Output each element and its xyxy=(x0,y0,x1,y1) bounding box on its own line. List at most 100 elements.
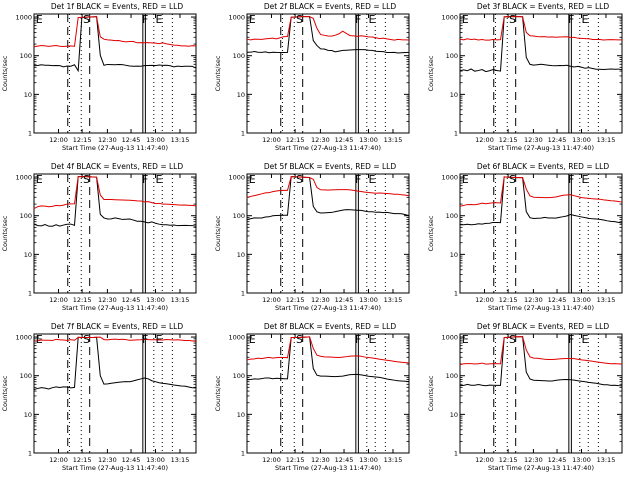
y-tick-label: 1000 xyxy=(15,334,32,342)
marker-f: F xyxy=(142,333,148,346)
marker-s: S xyxy=(83,333,90,346)
y-tick-label: 10 xyxy=(237,91,245,99)
series-line-events xyxy=(246,336,410,383)
marker-e: E xyxy=(369,13,376,26)
marker-e: E xyxy=(369,173,376,186)
marker-f: F xyxy=(355,333,361,346)
y-tick-label: 1 xyxy=(28,450,32,458)
y-tick-label: 1000 xyxy=(15,174,32,182)
y-tick-label: 1 xyxy=(454,130,458,138)
x-tick-label: 13:15 xyxy=(597,456,616,464)
marker-s: S xyxy=(509,13,516,26)
y-axis-label: Counts/sec xyxy=(1,215,9,251)
detector-plot-6: Det 6f BLACK = Events, RED = LLD Counts/s… xyxy=(427,162,623,312)
y-tick-label: 1 xyxy=(28,130,32,138)
series-line-events xyxy=(33,176,197,227)
x-tick-label: 13:15 xyxy=(384,136,403,144)
y-tick-label: 1000 xyxy=(441,174,458,182)
x-tick-label: 12:30 xyxy=(524,136,543,144)
marker-e: E xyxy=(156,333,163,346)
x-tick-label: 12:00 xyxy=(262,136,281,144)
marker-e: E xyxy=(582,173,589,186)
x-tick-label: 13:00 xyxy=(359,456,378,464)
x-tick-label: 12:30 xyxy=(311,456,330,464)
plot-title: Det 2f BLACK = Events, RED = LLD xyxy=(264,2,397,11)
x-tick-label: 12:30 xyxy=(311,296,330,304)
marker-s: S xyxy=(296,13,303,26)
y-tick-label: 1000 xyxy=(441,14,458,22)
x-tick-label: 13:15 xyxy=(171,296,190,304)
marker-e: E xyxy=(249,13,256,26)
y-tick-label: 1 xyxy=(454,290,458,298)
plot-title: Det 8f BLACK = Events, RED = LLD xyxy=(264,322,397,331)
plot-title: Det 1f BLACK = Events, RED = LLD xyxy=(51,2,184,11)
y-axis-label: Counts/sec xyxy=(214,55,222,91)
y-tick-label: 10 xyxy=(450,91,458,99)
series-line-lld xyxy=(246,16,410,41)
marker-s: S xyxy=(509,333,516,346)
y-tick-label: 1000 xyxy=(15,14,32,22)
x-tick-label: 12:15 xyxy=(499,296,518,304)
x-tick-label: 12:15 xyxy=(73,456,92,464)
x-tick-label: 12:00 xyxy=(49,136,68,144)
x-tick-label: 13:00 xyxy=(572,136,591,144)
y-tick-label: 1000 xyxy=(228,174,245,182)
y-tick-label: 1 xyxy=(241,290,245,298)
series-line-events xyxy=(459,16,623,73)
detector-plot-9: Det 9f BLACK = Events, RED = LLD Counts/s… xyxy=(427,322,623,472)
marker-s: S xyxy=(83,13,90,26)
marker-e: E xyxy=(462,333,469,346)
plot-frame xyxy=(33,173,197,294)
marker-s: S xyxy=(296,333,303,346)
x-tick-label: 12:30 xyxy=(524,456,543,464)
plot-frame xyxy=(246,13,410,134)
x-tick-label: 12:45 xyxy=(122,296,141,304)
marker-e: E xyxy=(462,13,469,26)
series-line-events xyxy=(33,336,197,391)
plot-title: Det 5f BLACK = Events, RED = LLD xyxy=(264,162,397,171)
plot-frame xyxy=(246,173,410,294)
marker-e: E xyxy=(36,13,43,26)
series-line-lld xyxy=(246,176,410,198)
x-tick-label: 13:15 xyxy=(597,136,616,144)
x-tick-label: 13:15 xyxy=(171,456,190,464)
plot-title: Det 3f BLACK = Events, RED = LLD xyxy=(477,2,610,11)
x-axis-label: Start Time (27-Aug-13 11:47:40) xyxy=(488,144,594,152)
x-tick-label: 12:30 xyxy=(98,456,117,464)
marker-f: F xyxy=(568,333,574,346)
x-tick-label: 12:30 xyxy=(311,136,330,144)
y-tick-label: 100 xyxy=(446,212,458,220)
marker-e: E xyxy=(156,13,163,26)
plot-title: Det 7f BLACK = Events, RED = LLD xyxy=(51,322,184,331)
x-axis-label: Start Time (27-Aug-13 11:47:40) xyxy=(275,144,381,152)
y-axis-label: Counts/sec xyxy=(214,215,222,251)
x-tick-label: 12:45 xyxy=(548,136,567,144)
x-tick-label: 13:00 xyxy=(359,136,378,144)
y-axis-label: Counts/sec xyxy=(214,375,222,411)
y-axis-label: Counts/sec xyxy=(1,375,9,411)
plot-frame xyxy=(459,173,623,294)
series-line-events xyxy=(33,16,197,73)
y-tick-label: 1 xyxy=(241,450,245,458)
plot-title: Det 9f BLACK = Events, RED = LLD xyxy=(477,322,610,331)
y-tick-label: 1000 xyxy=(441,334,458,342)
series-line-lld xyxy=(246,336,410,364)
marker-s: S xyxy=(509,173,516,186)
series-line-lld xyxy=(33,16,197,48)
marker-f: F xyxy=(568,13,574,26)
series-line-events xyxy=(246,16,410,54)
x-axis-label: Start Time (27-Aug-13 11:47:40) xyxy=(488,464,594,472)
detector-plot-2: Det 2f BLACK = Events, RED = LLD Counts/s… xyxy=(214,2,410,152)
x-tick-label: 13:00 xyxy=(572,296,591,304)
series-line-lld xyxy=(459,336,623,366)
x-axis-label: Start Time (27-Aug-13 11:47:40) xyxy=(275,464,381,472)
x-tick-label: 12:45 xyxy=(335,296,354,304)
x-tick-label: 12:00 xyxy=(49,456,68,464)
x-tick-label: 13:15 xyxy=(171,136,190,144)
x-tick-label: 12:00 xyxy=(49,296,68,304)
x-tick-label: 12:15 xyxy=(286,296,305,304)
y-tick-label: 1000 xyxy=(228,334,245,342)
y-tick-label: 100 xyxy=(446,52,458,60)
series-line-lld xyxy=(459,176,623,207)
